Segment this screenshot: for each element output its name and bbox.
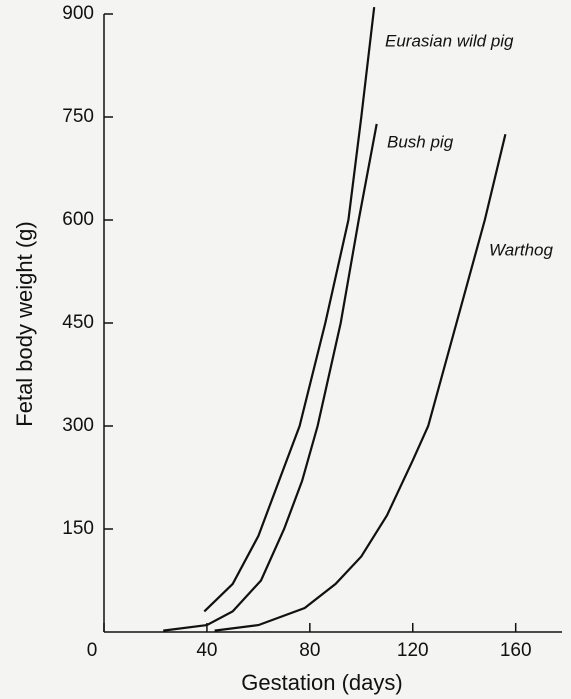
series-line <box>203 6 376 613</box>
y-tick-label: 750 <box>62 106 94 127</box>
y-axis-title: Fetal body weight (g) <box>12 221 37 426</box>
y-tick-label: 300 <box>62 415 94 436</box>
x-tick-label: 160 <box>500 640 532 661</box>
y-tick-label: 900 <box>62 3 94 24</box>
series-line <box>214 133 507 632</box>
x-tick-label: 80 <box>299 640 320 661</box>
x-tick-label: 120 <box>397 640 429 661</box>
series-label: Bush pig <box>387 132 454 151</box>
y-tick-label: 150 <box>62 518 94 539</box>
series-label: Warthog <box>489 240 553 259</box>
x-axis-title: Gestation (days) <box>241 670 402 695</box>
y-tick-label: 600 <box>62 209 94 230</box>
x-tick-label: 40 <box>196 640 217 661</box>
y-tick-label: 450 <box>62 312 94 333</box>
series-line <box>163 123 378 632</box>
series-label: Eurasian wild pig <box>385 31 514 50</box>
x-tick-label: 0 <box>87 640 98 661</box>
